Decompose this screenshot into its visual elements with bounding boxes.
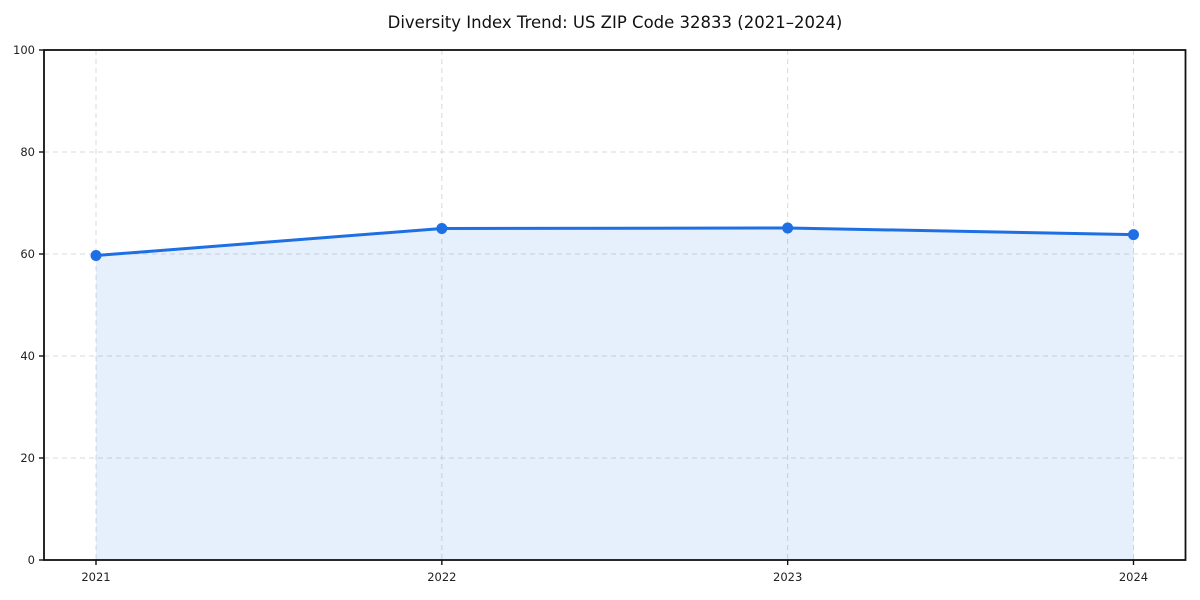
data-point-marker (1128, 229, 1139, 241)
x-tick-label: 2024 (1119, 570, 1148, 584)
area-fill (96, 227, 1134, 561)
chart-title: Diversity Index Trend: US ZIP Code 32833… (388, 13, 843, 32)
y-tick-label: 0 (28, 553, 35, 567)
data-point-marker (90, 250, 102, 262)
plot-frame (43, 49, 1187, 561)
x-tick-label: 2021 (81, 570, 110, 584)
x-tick-label: 2022 (427, 570, 456, 584)
y-tick-label: 100 (13, 43, 35, 57)
y-tick-label: 40 (20, 349, 35, 363)
data-point-marker (436, 223, 448, 234)
y-tick-label: 60 (20, 247, 35, 261)
y-tick-label: 20 (20, 451, 35, 465)
data-point-marker (782, 222, 794, 234)
x-tick-label: 2023 (773, 570, 802, 584)
trend-line (94, 226, 1135, 258)
plot-area: 0 20 40 60 80 100 2021 2022 2023 2024 (13, 43, 1187, 584)
y-tick-label: 80 (20, 145, 35, 159)
